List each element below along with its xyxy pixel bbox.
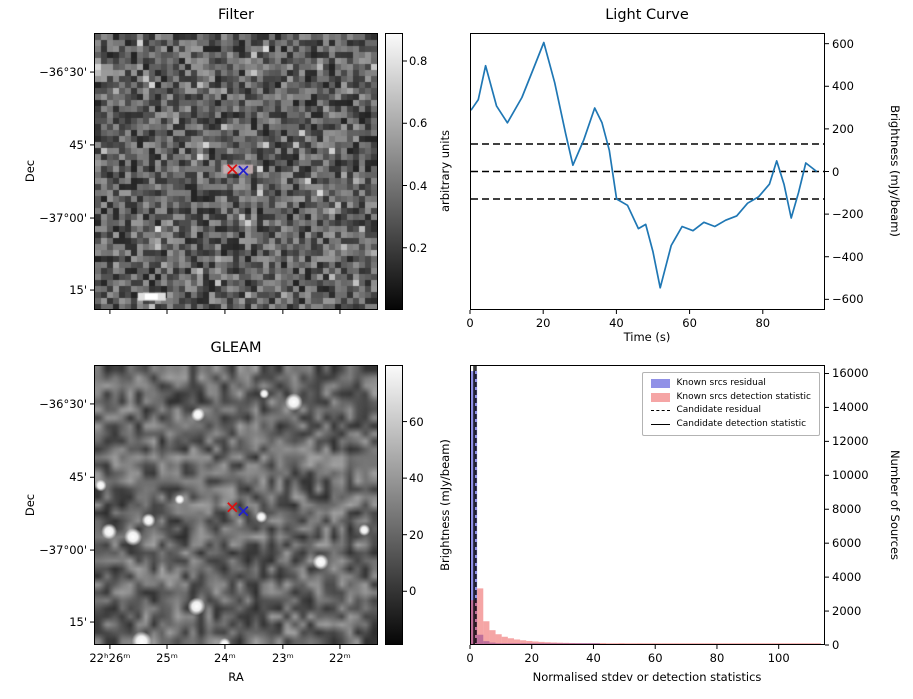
filter-noise-canvas <box>95 34 377 309</box>
histogram-xtick-label: 60 <box>647 651 663 665</box>
histogram-xtick-label: 20 <box>524 651 540 665</box>
histogram-plot: Known srcs residual Known srcs detection… <box>470 365 825 645</box>
filter-colorbar-tick-label: 0.4 <box>409 178 428 193</box>
filter-ytick-label: 45' <box>69 137 87 152</box>
histogram-xlabel: Normalised stdev or detection statistics <box>532 670 762 684</box>
legend-item-known-residual: Known srcs residual <box>651 377 811 391</box>
lightcurve-xtick-label: 20 <box>535 316 551 330</box>
histogram-ytick-label: 2000 <box>832 604 862 619</box>
gleam-colorbar-tick-label: 40 <box>409 471 424 486</box>
histogram-xtick-label: 40 <box>586 651 601 665</box>
gleam-colorbar-tick-label: 0 <box>409 584 417 599</box>
gleam-ytick-label: −36°30' <box>39 396 87 411</box>
lightcurve-ytick-label: 400 <box>832 79 854 94</box>
legend-label-candidate-detstat: Candidate detection statistic <box>676 418 807 429</box>
filter-markers <box>227 164 249 176</box>
lightcurve-ytick-label: 200 <box>832 121 854 136</box>
gleam-ytick-label: 45' <box>69 470 87 485</box>
filter-image-plot <box>94 33 378 310</box>
histogram-xtick-label: 100 <box>767 651 790 665</box>
gleam-image-canvas <box>95 366 377 644</box>
filter-colorbar-tick-label: 0.2 <box>409 240 428 255</box>
gleam-xtick-label: 22ᵐ <box>329 651 351 665</box>
legend-label-candidate-residual: Candidate residual <box>676 405 762 415</box>
gleam-xtick-label: 22ʰ26ᵐ <box>89 651 131 665</box>
gleam-ylabel: Dec <box>23 493 37 517</box>
gleam-colorbar-tick-label: 20 <box>409 527 424 542</box>
lightcurve-xtick-label: 0 <box>466 316 474 330</box>
histogram-xtick-label: 0 <box>466 651 474 665</box>
histogram-ytick-label: 0 <box>832 638 840 652</box>
histogram-ytick-label: 16000 <box>832 366 869 381</box>
legend-swatch-known-detstat <box>651 392 671 402</box>
histogram-ytick-label: 8000 <box>832 502 862 517</box>
histogram-ytick-label: 10000 <box>832 468 869 483</box>
histogram-ytick-label: 6000 <box>832 536 862 551</box>
lightcurve-plot <box>470 33 825 310</box>
lightcurve-chart <box>471 41 824 289</box>
gleam-xlabel: RA <box>228 670 244 684</box>
histogram-ylabel: Number of Sources <box>888 449 902 561</box>
legend-label-known-residual: Known srcs residual <box>676 378 766 388</box>
gleam-image-plot <box>94 365 378 645</box>
lightcurve-ytick-label: 0 <box>832 164 840 179</box>
filter-ytick-label: 15' <box>69 283 87 298</box>
legend-swatch-candidate-residual <box>651 410 671 412</box>
lightcurve-xlabel: Time (s) <box>623 330 671 344</box>
histogram-ytick-label: 12000 <box>832 434 869 449</box>
gleam-xtick-label: 25ᵐ <box>156 651 178 665</box>
gleam-title: GLEAM <box>210 340 262 356</box>
filter-ylabel: Dec <box>23 159 37 183</box>
histogram-ytick-label: 14000 <box>832 400 869 415</box>
gleam-markers <box>227 502 249 517</box>
filter-colorbar-tick-label: 0.8 <box>409 54 428 68</box>
lightcurve-xtick-label: 40 <box>609 316 624 330</box>
lightcurve-ytick-label: −600 <box>832 292 864 307</box>
filter-ytick-label: −36°30' <box>39 65 87 80</box>
histogram-xtick-label: 80 <box>709 651 725 665</box>
filter-title: Filter <box>218 7 254 23</box>
gleam-ytick-label: 15' <box>69 615 87 630</box>
lightcurve-ytick-label: 600 <box>832 36 854 51</box>
gleam-colorbar-tick-label: 60 <box>409 414 424 429</box>
gleam-xtick-label: 24ᵐ <box>214 651 236 665</box>
gleam-colorbar <box>385 365 403 645</box>
filter-colorbar-tick-label: 0.6 <box>409 116 428 131</box>
filter-colorbar-label: arbitrary units <box>438 129 452 213</box>
histogram-chart <box>471 366 821 644</box>
gleam-colorbar-label: Brightness (mJy/beam) <box>438 439 452 571</box>
histogram-legend: Known srcs residual Known srcs detection… <box>642 372 820 436</box>
lightcurve-xtick-label: 80 <box>755 316 771 330</box>
legend-item-known-detstat: Known srcs detection statistic <box>651 391 811 405</box>
legend-label-known-detstat: Known srcs detection statistic <box>676 391 811 402</box>
histogram-ytick-label: 4000 <box>832 570 862 585</box>
lightcurve-title: Light Curve <box>605 7 689 23</box>
filter-colorbar <box>385 33 403 310</box>
filter-ytick-label: −37°00' <box>39 211 87 226</box>
lightcurve-ytick-label: −200 <box>832 207 864 222</box>
gleam-xtick-label: 23ᵐ <box>271 651 294 665</box>
gleam-ytick-label: −37°00' <box>39 543 87 558</box>
legend-swatch-known-residual <box>651 379 671 389</box>
lightcurve-ylabel: Brightness (mJy/beam) <box>888 105 902 237</box>
legend-swatch-candidate-detstat <box>651 423 671 425</box>
lightcurve-xtick-label: 60 <box>682 316 697 330</box>
legend-item-candidate-residual: Candidate residual <box>651 404 811 418</box>
legend-item-candidate-detstat: Candidate detection statistic <box>651 418 811 432</box>
lightcurve-ytick-label: −400 <box>832 249 864 264</box>
